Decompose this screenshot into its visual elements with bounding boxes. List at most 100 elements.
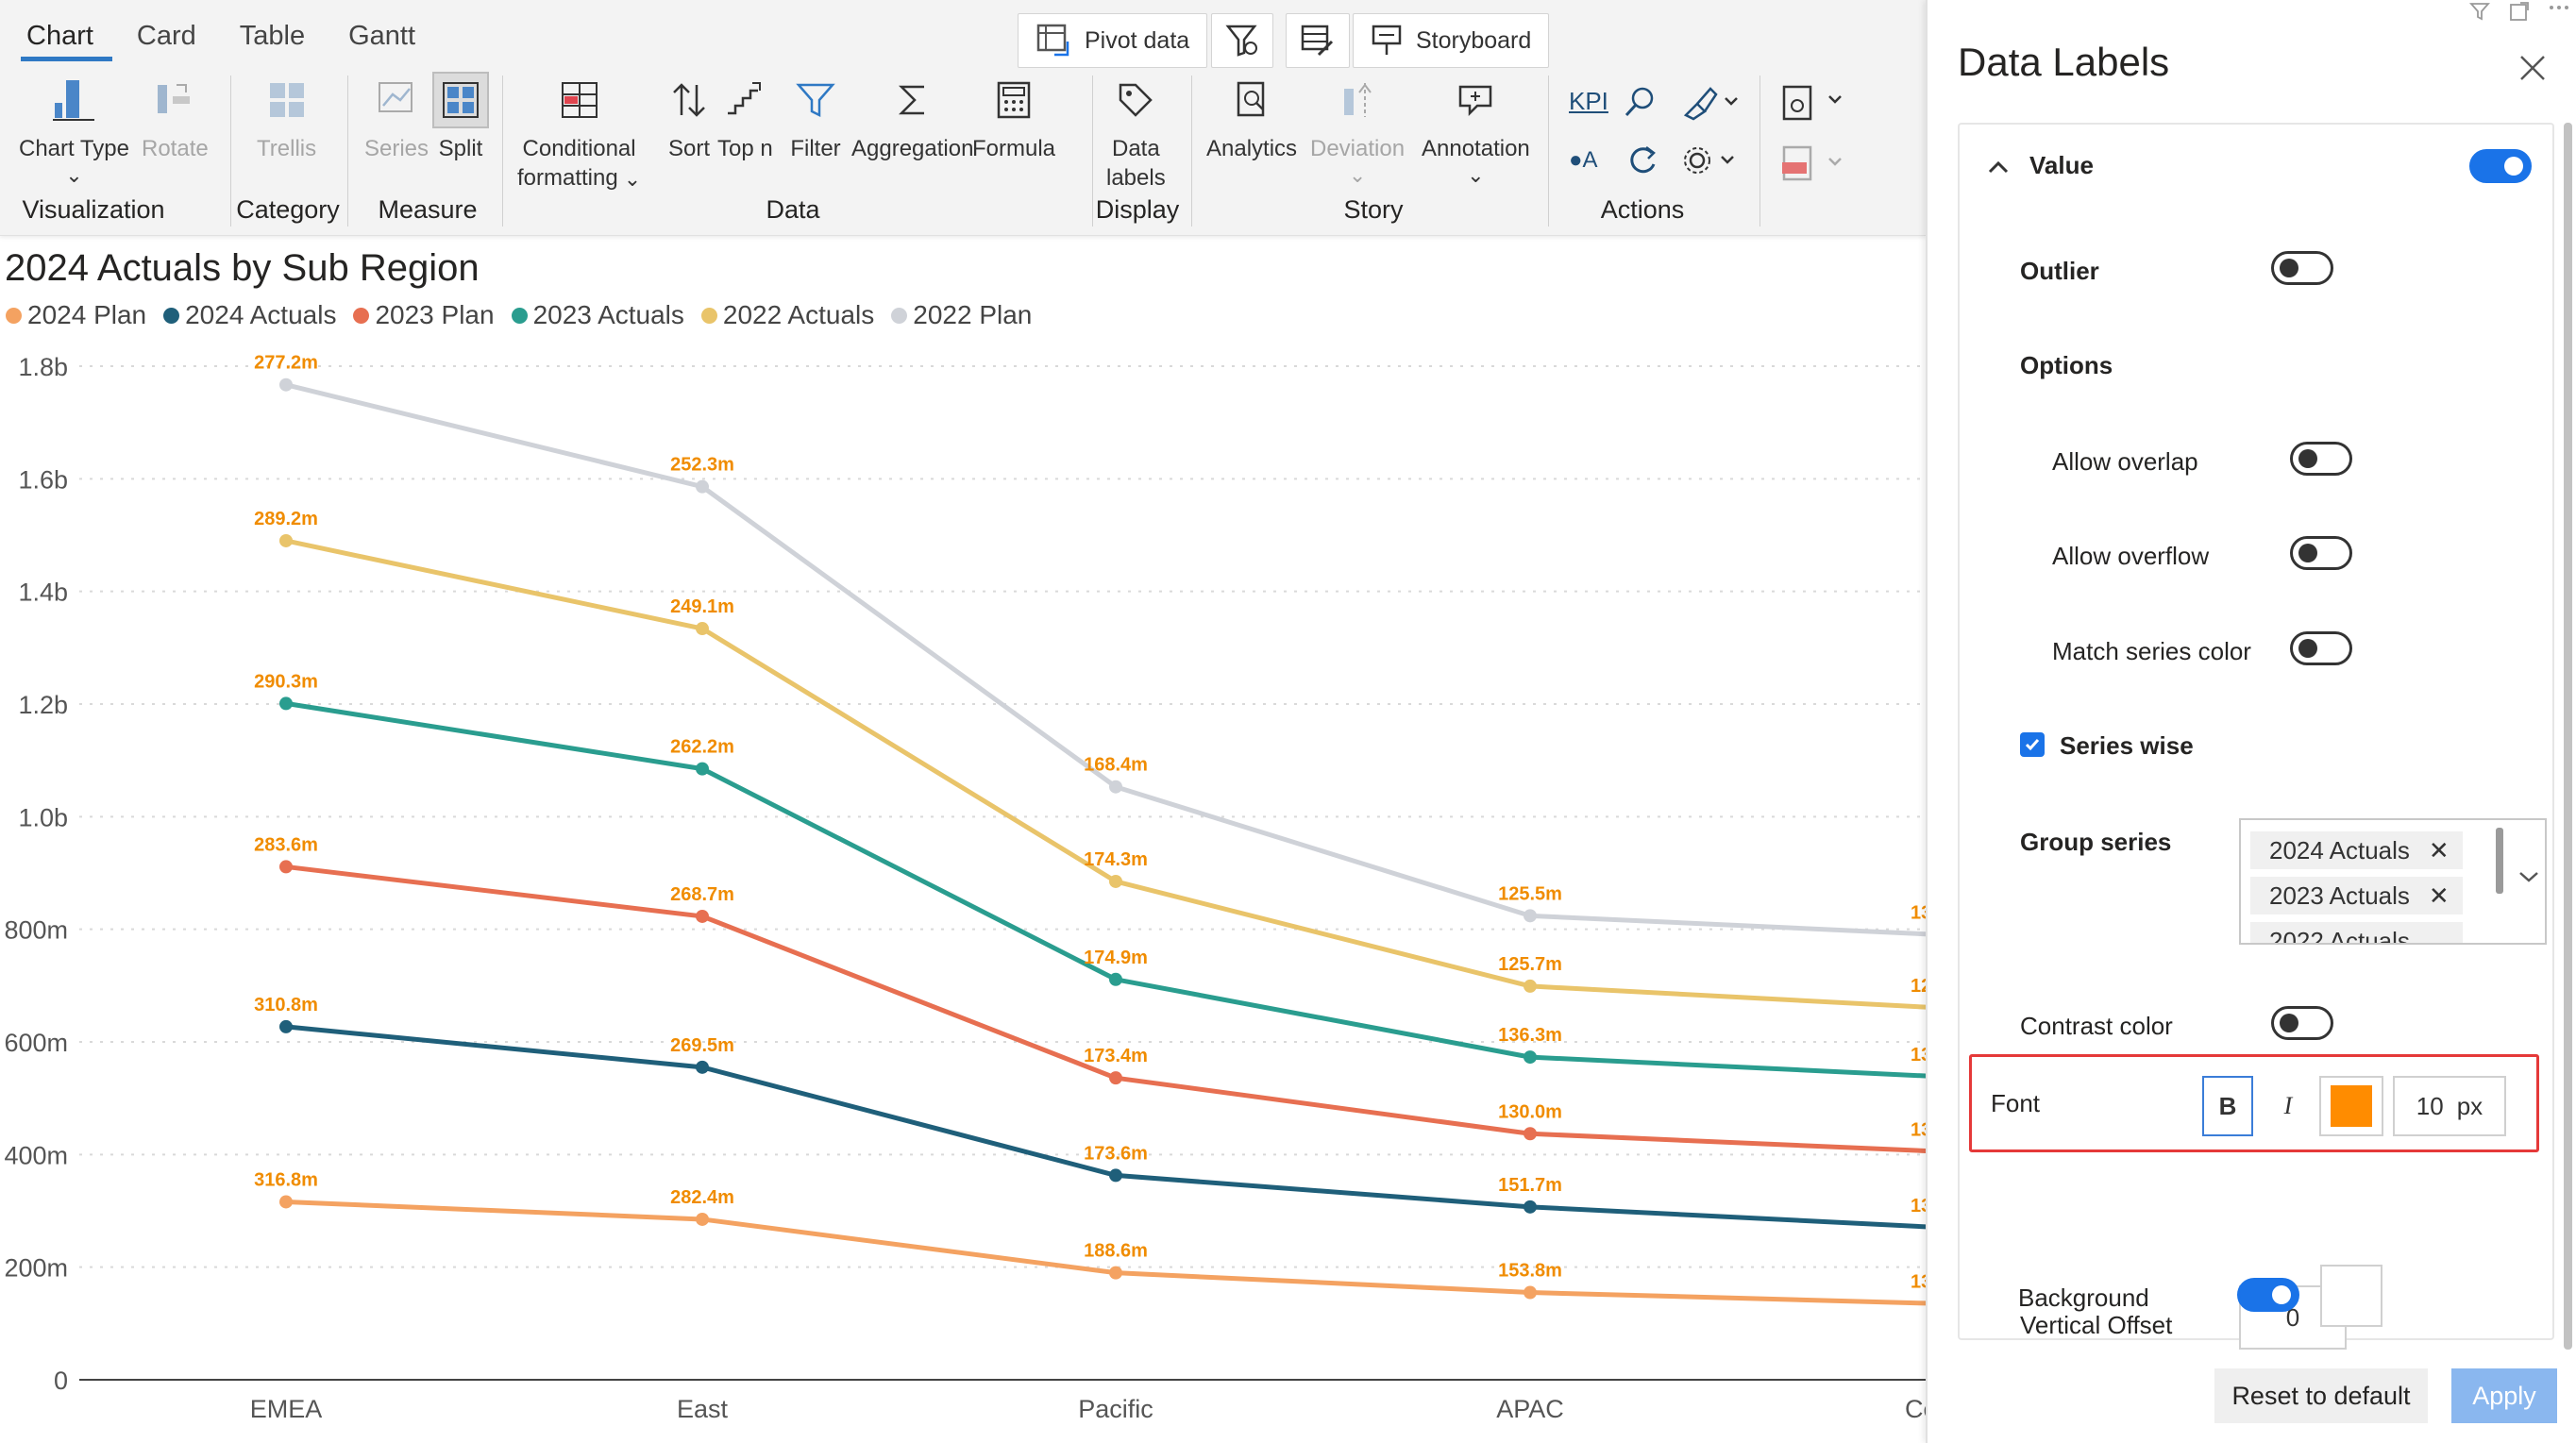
sort-icon — [663, 74, 716, 126]
close-icon[interactable] — [2514, 49, 2551, 87]
series-chip: 2024 Actuals ✕ — [2250, 831, 2463, 869]
edit-table-button[interactable] — [1286, 13, 1350, 68]
data-label: 13 — [1911, 1119, 1926, 1140]
data-point — [279, 533, 293, 547]
y-tick-label: 0 — [54, 1367, 68, 1395]
outlier-toggle[interactable] — [2271, 251, 2333, 285]
analytics-button[interactable]: Analytics — [1206, 74, 1297, 163]
allow-overflow-toggle[interactable] — [2290, 536, 2352, 570]
bold-button[interactable]: B — [2202, 1076, 2253, 1136]
filter-settings-icon — [1225, 25, 1257, 57]
tab-gantt[interactable]: Gantt — [348, 21, 416, 51]
search-icon[interactable] — [1622, 83, 1659, 121]
legend-item[interactable]: 2023 Plan — [353, 300, 495, 330]
storyboard-button[interactable]: Storyboard — [1353, 13, 1550, 68]
chevron-down-icon[interactable]: ⌄ — [2428, 926, 2450, 945]
refresh-icon[interactable] — [1624, 142, 1661, 179]
tab-chart[interactable]: Chart — [21, 17, 112, 61]
checkmark-icon — [2025, 739, 2040, 751]
data-label: 252.3m — [670, 455, 734, 476]
scrollbar-thumb[interactable] — [2496, 828, 2503, 894]
filter-button[interactable]: Filter — [789, 74, 842, 163]
data-point — [696, 1212, 709, 1226]
group-label-display: Display — [1095, 195, 1180, 224]
data-labels-button[interactable]: Data labels — [1106, 74, 1166, 193]
legend-label: 2022 Actuals — [722, 300, 875, 329]
reset-to-default-button[interactable]: Reset to default — [2214, 1368, 2428, 1423]
data-point — [1109, 972, 1122, 986]
value-toggle[interactable] — [2469, 149, 2532, 183]
legend-item[interactable]: 2024 Plan — [6, 300, 146, 330]
conditional-formatting-label-2: formatting — [517, 165, 618, 191]
remove-chip-icon[interactable]: ✕ — [2428, 835, 2450, 864]
conditional-formatting-button[interactable]: Conditional formatting ⌄ — [517, 74, 641, 193]
match-series-color-toggle[interactable] — [2290, 631, 2352, 665]
deviation-button[interactable]: Deviation ⌄ — [1310, 74, 1405, 186]
filter-icon[interactable] — [2468, 0, 2491, 23]
font-size-unit: px — [2456, 1091, 2483, 1120]
remove-chip-icon[interactable]: ✕ — [2428, 881, 2450, 910]
bar-chart-icon — [47, 74, 100, 126]
export-settings-icon[interactable] — [1780, 83, 1856, 125]
number-format-icon[interactable]: ●A — [1569, 147, 1598, 173]
font-color-picker[interactable] — [2319, 1076, 2383, 1136]
legend-item[interactable]: 2024 Actuals — [163, 300, 336, 330]
chart-type-button[interactable]: Chart Type ⌄ — [19, 74, 129, 186]
group-actions: KPI ●A Actions — [1557, 74, 1869, 225]
y-tick-label: 1.6b — [18, 465, 68, 494]
tab-card[interactable]: Card — [136, 21, 196, 51]
background-toggle[interactable] — [2237, 1278, 2299, 1312]
split-button[interactable]: Split — [432, 72, 489, 163]
legend-item[interactable]: 2022 Plan — [891, 300, 1032, 330]
series-wise-checkbox[interactable] — [2020, 732, 2045, 757]
aggregation-button[interactable]: Aggregation — [851, 74, 973, 163]
more-options-icon[interactable] — [2548, 0, 2570, 23]
chart-plot-area: 0 200m 400m 600m 800m 1.0b 1.2b 1.4b 1.6b 1.8b EME… — [4, 353, 1926, 1423]
legend-marker — [511, 307, 528, 324]
contrast-color-toggle[interactable] — [2271, 1006, 2333, 1040]
expand-icon[interactable] — [2508, 0, 2531, 23]
chevron-down-icon: ⌄ — [1467, 163, 1485, 187]
group-label-category: Category — [236, 195, 340, 224]
tab-table[interactable]: Table — [239, 21, 306, 51]
font-size-input[interactable]: 10 px — [2393, 1076, 2506, 1136]
sort-label: Sort — [667, 136, 710, 161]
filter-settings-button[interactable] — [1211, 13, 1273, 68]
apply-button[interactable]: Apply — [2451, 1368, 2557, 1423]
sort-button[interactable]: Sort — [663, 74, 716, 163]
pivot-data-button[interactable]: Pivot data — [1018, 13, 1208, 68]
rotate-button[interactable]: Rotate — [142, 74, 209, 163]
allow-overflow-label: Allow overflow — [2052, 542, 2210, 570]
pdf-export-icon[interactable] — [1780, 143, 1856, 185]
top-n-button[interactable]: Top n — [717, 74, 773, 163]
data-point — [696, 909, 709, 923]
legend-item[interactable]: 2023 Actuals — [511, 300, 684, 330]
legend-item[interactable]: 2022 Actuals — [700, 300, 875, 330]
chevron-down-icon[interactable] — [2517, 867, 2541, 886]
trellis-button[interactable]: Trellis — [257, 74, 316, 163]
gear-icon[interactable] — [1680, 142, 1741, 179]
data-point — [696, 479, 709, 494]
data-point — [1524, 909, 1537, 923]
conditional-formatting-icon — [553, 74, 606, 126]
annotation-button[interactable]: Annotation ⌄ — [1422, 74, 1530, 186]
chevron-up-icon[interactable] — [1984, 153, 2012, 181]
toggle-knob — [2272, 1285, 2291, 1304]
split-label: Split — [438, 136, 483, 161]
series-button[interactable]: Series — [364, 74, 429, 163]
kpi-button[interactable]: KPI — [1569, 87, 1608, 115]
toggle-knob — [2298, 544, 2317, 562]
y-tick-label: 800m — [4, 916, 68, 945]
data-label: 316.8m — [254, 1169, 318, 1190]
data-point — [1109, 1266, 1122, 1280]
paint-brush-icon[interactable] — [1680, 83, 1741, 121]
allow-overlap-toggle[interactable] — [2290, 442, 2352, 476]
edit-table-icon — [1301, 25, 1334, 57]
italic-button[interactable]: I — [2263, 1076, 2314, 1136]
panel-scrollbar[interactable] — [2564, 123, 2572, 1350]
ribbon-divider — [1548, 76, 1549, 227]
background-color-picker[interactable] — [2320, 1265, 2382, 1327]
chevron-down-icon: ⌄ — [65, 163, 83, 187]
formula-button[interactable]: Formula — [972, 74, 1055, 163]
group-series-multiselect[interactable]: 2024 Actuals ✕ 2023 Actuals ✕ 2022 Actuals… — [2239, 818, 2547, 945]
